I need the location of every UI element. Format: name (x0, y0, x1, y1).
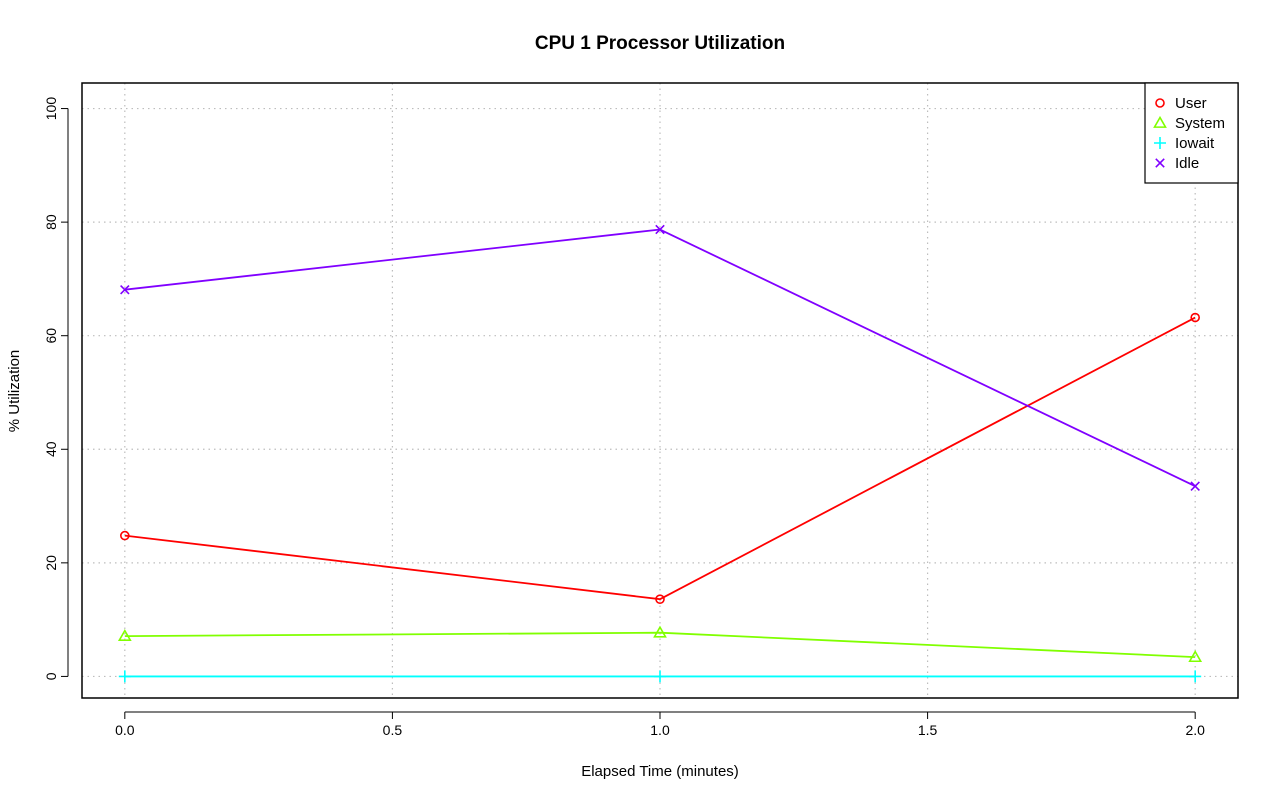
series-idle (120, 224, 1200, 491)
grid (82, 83, 1238, 698)
data-point-iowait (118, 670, 131, 683)
data-point-user (1190, 312, 1200, 323)
legend-marker-idle (1155, 158, 1165, 168)
x-tick-label: 1.0 (650, 722, 670, 738)
data-point-iowait (654, 670, 666, 683)
axes: 0.0 0.5 1.0 1.5 2.0 0 20 40 60 80 100 (43, 97, 1205, 738)
data-point-system (653, 625, 667, 638)
legend: User System Iowait Idle (1144, 82, 1239, 184)
data-point-user (655, 594, 665, 604)
series-user (120, 312, 1200, 604)
legend-label-idle: Idle (1175, 155, 1199, 172)
legend-marker-system (1153, 115, 1167, 128)
legend-marker-iowait (1154, 137, 1166, 149)
data-point-idle (1190, 481, 1200, 491)
legend-label-user: User (1175, 95, 1207, 112)
data-point-system (117, 628, 132, 642)
y-tick-label: 40 (43, 441, 59, 457)
legend-item-idle: Idle (1155, 155, 1199, 172)
series-line-idle (124, 228, 1196, 487)
y-axis-label: % Utilization (6, 350, 23, 433)
y-tick-label: 100 (43, 97, 59, 121)
series-layer (117, 224, 1203, 683)
data-point-user (120, 530, 130, 541)
y-tick-label: 60 (43, 328, 59, 344)
data-point-system (1188, 650, 1203, 663)
x-tick-label: 0.5 (383, 722, 403, 738)
x-tick-label: 2.0 (1185, 722, 1205, 738)
y-tick-label: 80 (43, 214, 59, 230)
x-axis-label: Elapsed Time (minutes) (581, 763, 739, 780)
legend-label-system: System (1175, 115, 1225, 132)
x-tick-label: 1.5 (918, 722, 938, 738)
legend-marker-user (1155, 98, 1165, 108)
legend-item-iowait: Iowait (1154, 135, 1215, 152)
plot-frame (81, 82, 1239, 699)
series-line-user (124, 316, 1196, 601)
y-tick-label: 0 (43, 672, 59, 680)
series-iowait (118, 670, 1202, 683)
x-tick-label: 0.0 (115, 722, 135, 738)
series-system (117, 625, 1203, 663)
legend-item-user: User (1155, 95, 1207, 112)
legend-items: User System Iowait Idle (1153, 95, 1225, 172)
data-point-idle (120, 284, 130, 295)
chart-title: CPU 1 Processor Utilization (535, 33, 785, 54)
data-point-iowait (1189, 670, 1202, 683)
series-line-system (124, 631, 1196, 659)
data-point-idle (655, 224, 665, 235)
legend-item-system: System (1153, 115, 1225, 132)
y-tick-label: 20 (43, 555, 59, 571)
legend-label-iowait: Iowait (1175, 135, 1215, 152)
